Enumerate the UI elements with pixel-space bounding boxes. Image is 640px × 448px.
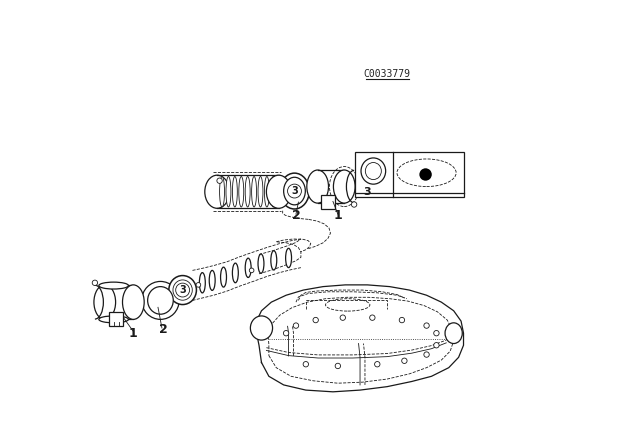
Circle shape: [419, 168, 432, 181]
Circle shape: [176, 283, 189, 297]
Circle shape: [370, 315, 375, 320]
Ellipse shape: [221, 267, 227, 287]
Ellipse shape: [232, 177, 237, 207]
Ellipse shape: [252, 177, 257, 207]
Ellipse shape: [209, 271, 215, 290]
Text: 2: 2: [159, 323, 167, 336]
Ellipse shape: [285, 248, 292, 267]
Circle shape: [424, 352, 429, 357]
Ellipse shape: [264, 177, 269, 207]
Ellipse shape: [239, 177, 244, 207]
Ellipse shape: [205, 175, 230, 208]
Ellipse shape: [365, 163, 381, 180]
Ellipse shape: [271, 177, 276, 207]
Ellipse shape: [220, 177, 225, 207]
Text: C0033779: C0033779: [364, 69, 411, 79]
Ellipse shape: [266, 175, 291, 208]
Text: 2: 2: [292, 209, 300, 222]
Ellipse shape: [307, 170, 328, 203]
Ellipse shape: [245, 177, 250, 207]
Ellipse shape: [169, 276, 196, 305]
Text: 3: 3: [364, 187, 371, 197]
Circle shape: [335, 363, 340, 369]
Circle shape: [434, 331, 439, 336]
Ellipse shape: [258, 177, 263, 207]
Ellipse shape: [361, 158, 386, 184]
Text: 1: 1: [129, 327, 138, 340]
Circle shape: [287, 184, 301, 198]
Ellipse shape: [397, 159, 456, 186]
Ellipse shape: [245, 258, 251, 277]
Ellipse shape: [94, 285, 116, 319]
Ellipse shape: [141, 281, 179, 319]
Circle shape: [374, 362, 380, 367]
Ellipse shape: [445, 323, 462, 344]
Ellipse shape: [173, 280, 192, 300]
Circle shape: [340, 315, 346, 320]
Ellipse shape: [122, 285, 144, 319]
Ellipse shape: [148, 287, 173, 314]
Text: 3: 3: [179, 285, 186, 295]
Ellipse shape: [200, 273, 205, 293]
Polygon shape: [257, 285, 463, 392]
Circle shape: [313, 317, 318, 323]
Circle shape: [293, 323, 299, 328]
Circle shape: [92, 280, 98, 285]
Circle shape: [196, 283, 201, 287]
Ellipse shape: [284, 177, 305, 205]
Text: 1: 1: [333, 209, 342, 222]
Ellipse shape: [280, 173, 309, 209]
Circle shape: [303, 362, 308, 367]
Ellipse shape: [333, 170, 355, 203]
Ellipse shape: [250, 316, 273, 340]
Circle shape: [284, 331, 289, 336]
Circle shape: [217, 178, 222, 183]
Ellipse shape: [232, 263, 238, 283]
Circle shape: [424, 323, 429, 328]
Text: 3: 3: [291, 186, 298, 196]
FancyBboxPatch shape: [321, 195, 335, 209]
Ellipse shape: [99, 316, 129, 323]
Ellipse shape: [226, 177, 231, 207]
Ellipse shape: [99, 282, 129, 289]
Ellipse shape: [258, 254, 264, 273]
Bar: [355, 152, 463, 197]
Circle shape: [402, 358, 407, 363]
Circle shape: [250, 268, 254, 273]
Circle shape: [351, 202, 357, 207]
Circle shape: [434, 343, 439, 348]
Ellipse shape: [271, 251, 276, 270]
FancyBboxPatch shape: [109, 312, 123, 326]
Circle shape: [399, 317, 404, 323]
